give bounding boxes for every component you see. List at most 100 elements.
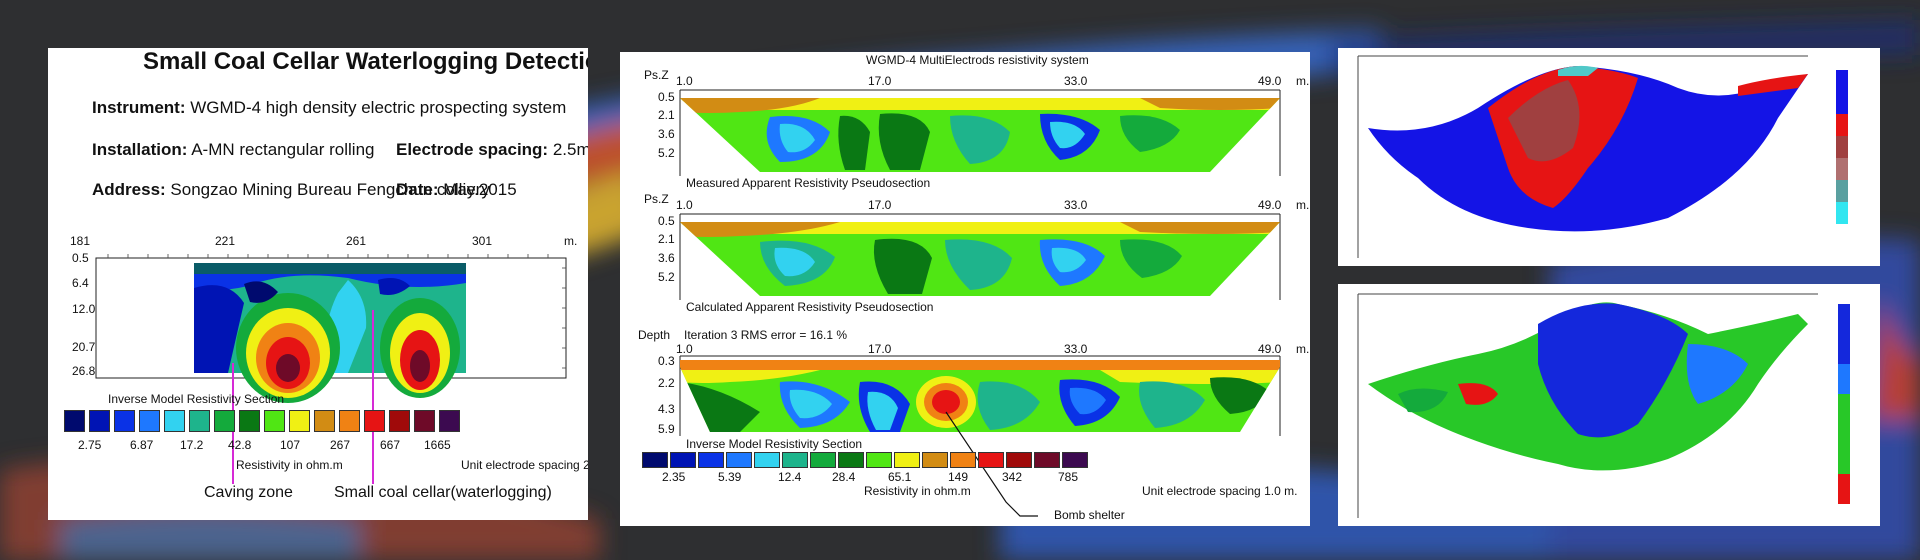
mid-scale-unit: Resistivity in ohm.m bbox=[864, 484, 971, 498]
inverse-depth: 0.3 bbox=[658, 354, 675, 368]
mid-x-tick: 17.0 bbox=[868, 198, 892, 212]
scale-swatch bbox=[642, 452, 668, 468]
scale-value: 107 bbox=[280, 438, 301, 452]
scale-swatch bbox=[139, 410, 160, 432]
scale-swatch bbox=[922, 452, 948, 468]
scale-swatch bbox=[1034, 452, 1060, 468]
calc-depth: 0.5 bbox=[658, 214, 675, 228]
scale-swatch bbox=[289, 410, 310, 432]
mid-x-unit: m. bbox=[1296, 198, 1310, 212]
scale-swatch bbox=[698, 452, 724, 468]
measured-depth: 3.6 bbox=[658, 127, 675, 141]
spacing-label: Electrode spacing: bbox=[396, 140, 549, 159]
spacing-row: Electrode spacing: 2.5m bbox=[396, 140, 588, 160]
mid-x-unit: m. bbox=[1296, 342, 1310, 356]
scale-swatch bbox=[89, 410, 110, 432]
measured-depth: 2.1 bbox=[658, 108, 675, 122]
scale-swatch bbox=[114, 410, 135, 432]
scale-swatch bbox=[838, 452, 864, 468]
scale-value: 5.39 bbox=[718, 470, 742, 484]
x-tick: 221 bbox=[215, 234, 236, 248]
calc-depth: 2.1 bbox=[658, 232, 675, 246]
left-electrode-note: Unit electrode spacing 2.5 m. bbox=[461, 458, 588, 472]
coal-cellar-label: Small coal cellar(waterlogging) bbox=[334, 484, 552, 501]
scale-value: 667 bbox=[380, 438, 401, 452]
x-unit: m. bbox=[564, 234, 578, 248]
instrument-label: Instrument: bbox=[92, 98, 186, 117]
inverse-depth: 4.3 bbox=[658, 402, 675, 416]
scale-swatch bbox=[239, 410, 260, 432]
scale-swatch bbox=[389, 410, 410, 432]
calc-title: Calculated Apparent Resistivity Pseudose… bbox=[686, 300, 934, 314]
measured-depth: 0.5 bbox=[658, 90, 675, 104]
mid-x-tick: 17.0 bbox=[868, 342, 892, 356]
mid-x-tick: 1.0 bbox=[676, 198, 693, 212]
scale-swatch bbox=[1062, 452, 1088, 468]
scale-value: 42.8 bbox=[228, 438, 252, 452]
x-tick: 301 bbox=[472, 234, 493, 248]
depth-label: Depth bbox=[638, 328, 671, 342]
right-bottom-section bbox=[1357, 293, 1850, 518]
installation-row: Installation: A-MN rectangular rolling bbox=[92, 140, 375, 160]
address-value: Songzao Mining Bureau Fengchun colliery bbox=[170, 180, 490, 199]
scale-value: 12.4 bbox=[778, 470, 802, 484]
depth-tick: 0.5 bbox=[72, 251, 89, 265]
inverse-section bbox=[680, 360, 1280, 432]
mid-electrode-note: Unit electrode spacing 1.0 m. bbox=[1142, 484, 1298, 498]
date-value: May.2015 bbox=[443, 180, 517, 199]
mid-x-unit: m. bbox=[1296, 74, 1310, 88]
scale-swatch bbox=[364, 410, 385, 432]
instrument-row: Instrument: WGMD-4 high density electric… bbox=[92, 98, 566, 118]
scale-swatch bbox=[1006, 452, 1032, 468]
left-section-title: Inverse Model Resistivity Section bbox=[108, 392, 285, 406]
calculated-pseudosection bbox=[680, 222, 1280, 296]
instrument-value: WGMD-4 high density electric prospecting… bbox=[190, 98, 567, 117]
scale-swatch bbox=[214, 410, 235, 432]
depth-tick: 20.7 bbox=[72, 340, 96, 354]
inverse-depth: 5.9 bbox=[658, 422, 675, 436]
scale-swatch bbox=[894, 452, 920, 468]
middle-panel: WGMD-4 MultiElectrods resistivity system… bbox=[620, 52, 1310, 526]
x-tick: 261 bbox=[346, 234, 367, 248]
scale-swatch bbox=[754, 452, 780, 468]
iteration-text: Iteration 3 RMS error = 16.1 % bbox=[684, 328, 848, 342]
scale-swatch bbox=[189, 410, 210, 432]
scale-swatch bbox=[314, 410, 335, 432]
address-label: Address: bbox=[92, 180, 166, 199]
psz-label: Ps.Z bbox=[644, 192, 669, 206]
bomb-shelter-label: Bomb shelter bbox=[1054, 508, 1125, 522]
scale-value: 785 bbox=[1058, 470, 1079, 484]
left-panel: Small Coal Cellar Waterlogging Detection… bbox=[48, 48, 588, 520]
mid-x-tick: 49.0 bbox=[1258, 342, 1282, 356]
scale-swatch bbox=[339, 410, 360, 432]
scale-swatch bbox=[64, 410, 85, 432]
left-color-scale bbox=[64, 410, 504, 434]
mid-x-tick: 1.0 bbox=[676, 74, 693, 88]
scale-value: 17.2 bbox=[180, 438, 204, 452]
right-bottom-model-panel bbox=[1338, 284, 1880, 526]
mid-title: WGMD-4 MultiElectrods resistivity system bbox=[866, 53, 1089, 67]
scale-swatch bbox=[264, 410, 285, 432]
scale-swatch bbox=[782, 452, 808, 468]
caving-zone-label: Caving zone bbox=[204, 484, 293, 501]
scale-swatch bbox=[414, 410, 435, 432]
measured-title: Measured Apparent Resistivity Pseudosect… bbox=[686, 176, 931, 190]
scale-value: 267 bbox=[330, 438, 351, 452]
scale-swatch bbox=[164, 410, 185, 432]
left-scale-unit: Resistivity in ohm.m bbox=[236, 458, 343, 472]
scale-value: 28.4 bbox=[832, 470, 856, 484]
scale-swatch bbox=[978, 452, 1004, 468]
x-tick: 181 bbox=[70, 234, 91, 248]
scale-swatch bbox=[439, 410, 460, 432]
mid-x-tick: 33.0 bbox=[1064, 74, 1088, 88]
installation-label: Installation: bbox=[92, 140, 188, 159]
date-label: Date: bbox=[396, 180, 439, 199]
inverse-depth: 2.2 bbox=[658, 376, 675, 390]
mid-x-tick: 33.0 bbox=[1064, 198, 1088, 212]
scale-swatch bbox=[810, 452, 836, 468]
left-title: Small Coal Cellar Waterlogging Detection bbox=[143, 48, 588, 75]
scale-value: 6.87 bbox=[130, 438, 154, 452]
scale-value: 1665 bbox=[424, 438, 451, 452]
scale-swatch bbox=[670, 452, 696, 468]
calc-depth: 5.2 bbox=[658, 270, 675, 284]
